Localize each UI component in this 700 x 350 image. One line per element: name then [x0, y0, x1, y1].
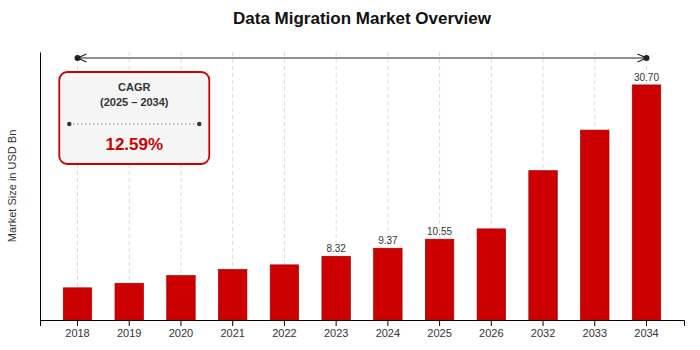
annotation-separator	[69, 124, 199, 125]
x-tick-mark	[180, 320, 181, 326]
x-tick: 2025	[427, 320, 451, 339]
x-tick: 2026	[479, 320, 503, 339]
data-label: 10.55	[427, 226, 452, 237]
annotation-box: CAGR(2025 – 2034) 12.59%	[59, 72, 209, 164]
arrow-line	[78, 57, 647, 58]
title: Data Migration Market Overview	[233, 9, 492, 28]
bar	[529, 171, 557, 320]
x-tick-label: 2025	[427, 327, 451, 339]
bar	[270, 265, 298, 320]
x-tick-mark	[646, 320, 647, 326]
bar	[218, 269, 246, 320]
annotation-dot	[67, 122, 71, 126]
x-tick: 2022	[272, 320, 296, 339]
y-axis	[40, 53, 41, 321]
plot: 2018 2019 2020 2021 2022 2023 2024 2025 2026 2032…	[41, 52, 685, 339]
x-tick: 2032	[531, 320, 555, 339]
x-tick-mark	[439, 320, 440, 326]
bar	[374, 248, 402, 320]
annotation-frame	[59, 72, 209, 164]
data-labels: 8.32 9.37 10.55 30.70	[326, 72, 659, 254]
annotation: 12.59%	[105, 135, 163, 154]
x-tick: 2020	[169, 320, 193, 339]
bar	[581, 130, 609, 320]
x-tick-mark	[336, 320, 337, 326]
annotation-dot	[197, 122, 201, 126]
data-label: 8.32	[326, 243, 346, 254]
arrow-dot	[75, 55, 81, 61]
x-tick: 2021	[220, 320, 244, 339]
x-tick-label: 2024	[376, 327, 400, 339]
bar	[322, 256, 350, 320]
x-tick-mark	[387, 320, 388, 326]
bar	[63, 288, 91, 320]
y-axis-title: Market Size in USD Bn	[6, 130, 18, 242]
bar	[115, 283, 143, 320]
x-tick-mark	[77, 320, 78, 326]
annotation: CAGR(2025 – 2034)	[100, 81, 169, 108]
x-tick: 2034	[634, 320, 658, 339]
bar	[632, 85, 660, 320]
x-tick-label: 2018	[65, 327, 89, 339]
y-axis-line	[40, 53, 41, 321]
data-label: 30.70	[634, 72, 659, 83]
x-tick-label: 2023	[324, 327, 348, 339]
x-tick: 2033	[583, 320, 607, 339]
x-tick-label: 2034	[634, 327, 658, 339]
x-tick: 2018	[65, 320, 89, 339]
x-axis-line	[41, 321, 685, 327]
x-tick-mark	[594, 320, 595, 326]
x-tick-label: 2026	[479, 327, 503, 339]
x-tick-mark	[543, 320, 544, 326]
arrow-dot	[643, 55, 649, 61]
x-tick-mark	[129, 320, 130, 326]
x-tick: 2024	[376, 320, 400, 339]
data-label: 9.37	[378, 235, 398, 246]
x-tick: 2019	[117, 320, 141, 339]
x-tick: 2023	[324, 320, 348, 339]
x-axis: 2018 2019 2020 2021 2022 2023 2024 2025 2026 2032…	[41, 320, 685, 339]
range-arrow	[75, 54, 650, 62]
chart: 2018 2019 2020 2021 2022 2023 2024 2025 2026 2032…	[0, 0, 700, 350]
x-tick-mark	[491, 320, 492, 326]
x-tick-label: 2019	[117, 327, 141, 339]
x-tick-label: 2021	[220, 327, 244, 339]
bar	[425, 239, 453, 320]
x-tick-label: 2020	[169, 327, 193, 339]
bar	[167, 276, 195, 320]
x-tick-mark	[284, 320, 285, 326]
x-tick-label: 2033	[583, 327, 607, 339]
x-tick-mark	[232, 320, 233, 326]
bar	[477, 229, 505, 320]
x-tick-label: 2032	[531, 327, 555, 339]
x-tick-label: 2022	[272, 327, 296, 339]
